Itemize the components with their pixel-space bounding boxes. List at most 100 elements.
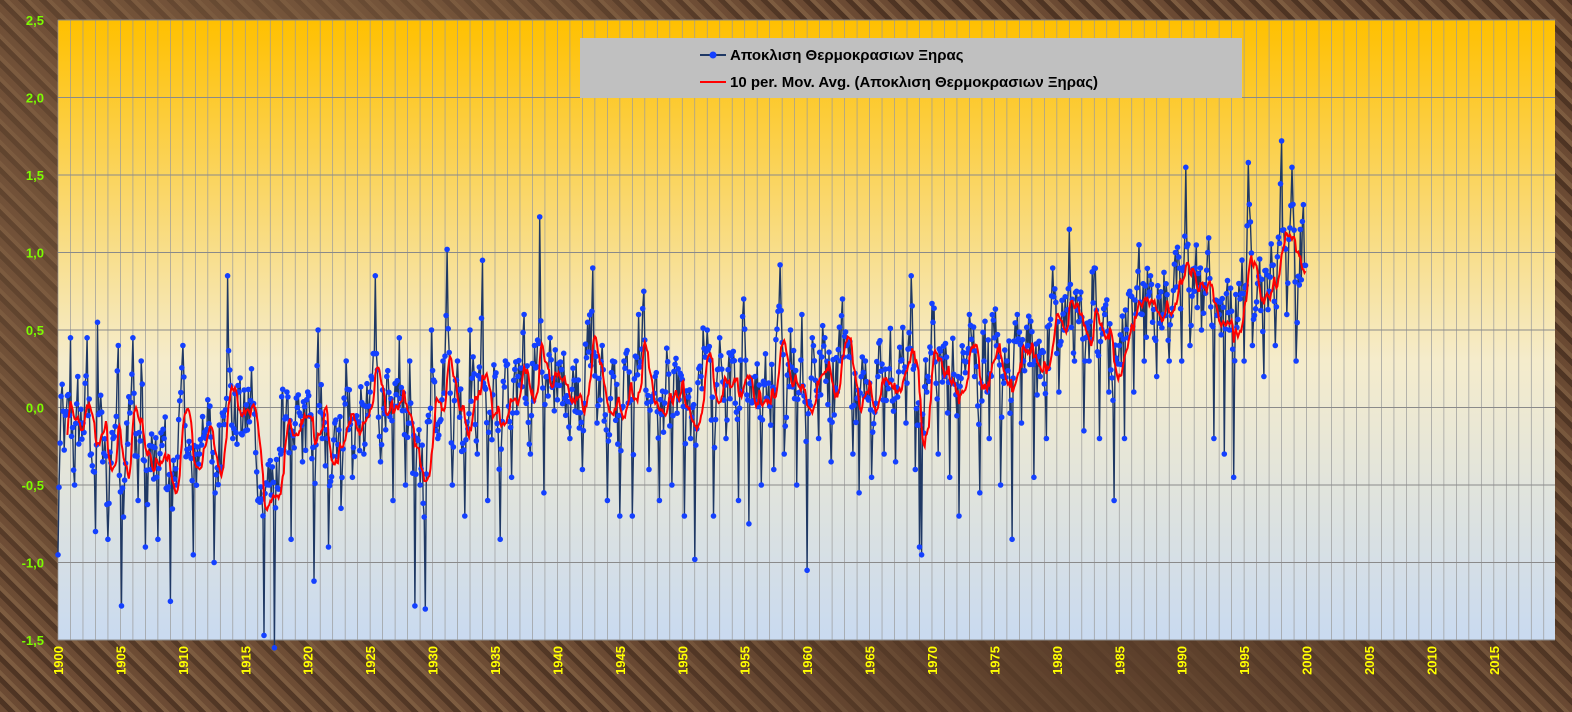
data-point [1259,276,1265,283]
data-point [57,440,63,446]
data-point [1208,304,1214,310]
data-point [971,373,978,380]
data-point [620,403,626,410]
data-point [774,326,780,333]
data-point [462,513,468,519]
data-point [585,349,592,355]
data-point [1289,164,1295,171]
data-point [162,414,168,420]
data-point [474,451,481,457]
data-point [990,317,997,324]
data-point [1274,253,1281,260]
data-point [103,453,109,460]
data-point [1046,322,1053,328]
data-point [89,463,96,469]
data-point [793,482,800,488]
data-point [79,436,85,442]
data-point [56,484,62,491]
data-point [669,482,675,488]
data-point [413,471,419,478]
data-point [870,420,877,427]
x-tick-label: 1995 [1237,646,1252,675]
data-point [283,414,289,420]
data-point [112,423,118,430]
data-point [1220,304,1227,311]
data-point [286,449,292,456]
data-point [981,358,987,364]
data-point [456,414,463,421]
data-point [798,357,804,363]
data-point [489,436,495,443]
data-point [1248,250,1255,256]
data-point [739,313,746,320]
data-point [297,413,304,419]
data-point [1167,322,1173,328]
data-point [213,472,219,478]
data-point [1123,326,1130,333]
data-point [665,371,672,377]
data-point [557,359,564,365]
data-point [1191,288,1197,295]
x-tick-label: 2000 [1300,646,1315,675]
data-point [174,454,181,460]
data-point [737,357,744,364]
data-point [554,397,561,403]
data-point [752,373,758,380]
data-point [1204,249,1211,256]
data-point [994,331,1001,338]
data-point [656,497,663,504]
data-point [119,485,126,491]
data-point [1293,358,1299,364]
data-point [747,380,753,387]
data-point [346,387,353,393]
data-point [1119,313,1126,319]
data-point [1031,474,1037,481]
data-point [157,450,163,457]
data-point [927,344,933,350]
data-point [266,482,273,488]
data-point [1153,373,1160,380]
data-point [99,459,106,465]
data-point [394,378,401,384]
data-point [759,417,766,423]
data-point [246,419,253,425]
data-point [998,414,1005,421]
data-point [674,410,680,417]
data-point [1082,358,1088,364]
data-point [740,296,747,302]
data-point [673,355,679,362]
data-point [1263,267,1269,274]
data-point [578,419,585,426]
data-point [647,407,653,414]
data-point [178,389,184,396]
data-point [660,429,667,436]
data-point [539,369,545,375]
data-point [364,380,370,387]
data-point [1197,265,1204,271]
data-point [276,446,283,453]
data-point [170,457,177,464]
data-point [595,402,601,409]
data-point [367,389,373,395]
data-point [1219,295,1226,302]
data-point [233,429,239,436]
data-point [731,357,738,364]
data-point [243,402,250,408]
data-point [756,382,763,388]
data-point [957,383,963,390]
data-point [892,459,899,465]
data-point [890,408,897,414]
data-point [544,373,550,380]
data-point [390,497,396,504]
data-point [1106,389,1112,395]
data-point [1141,358,1147,364]
data-point [1251,312,1258,319]
data-point [821,343,827,349]
data-point [836,324,843,331]
data-point [607,395,614,402]
data-point [176,398,183,404]
data-point [560,350,567,357]
data-point [97,392,104,399]
data-point [69,424,76,431]
data-point [498,446,505,452]
